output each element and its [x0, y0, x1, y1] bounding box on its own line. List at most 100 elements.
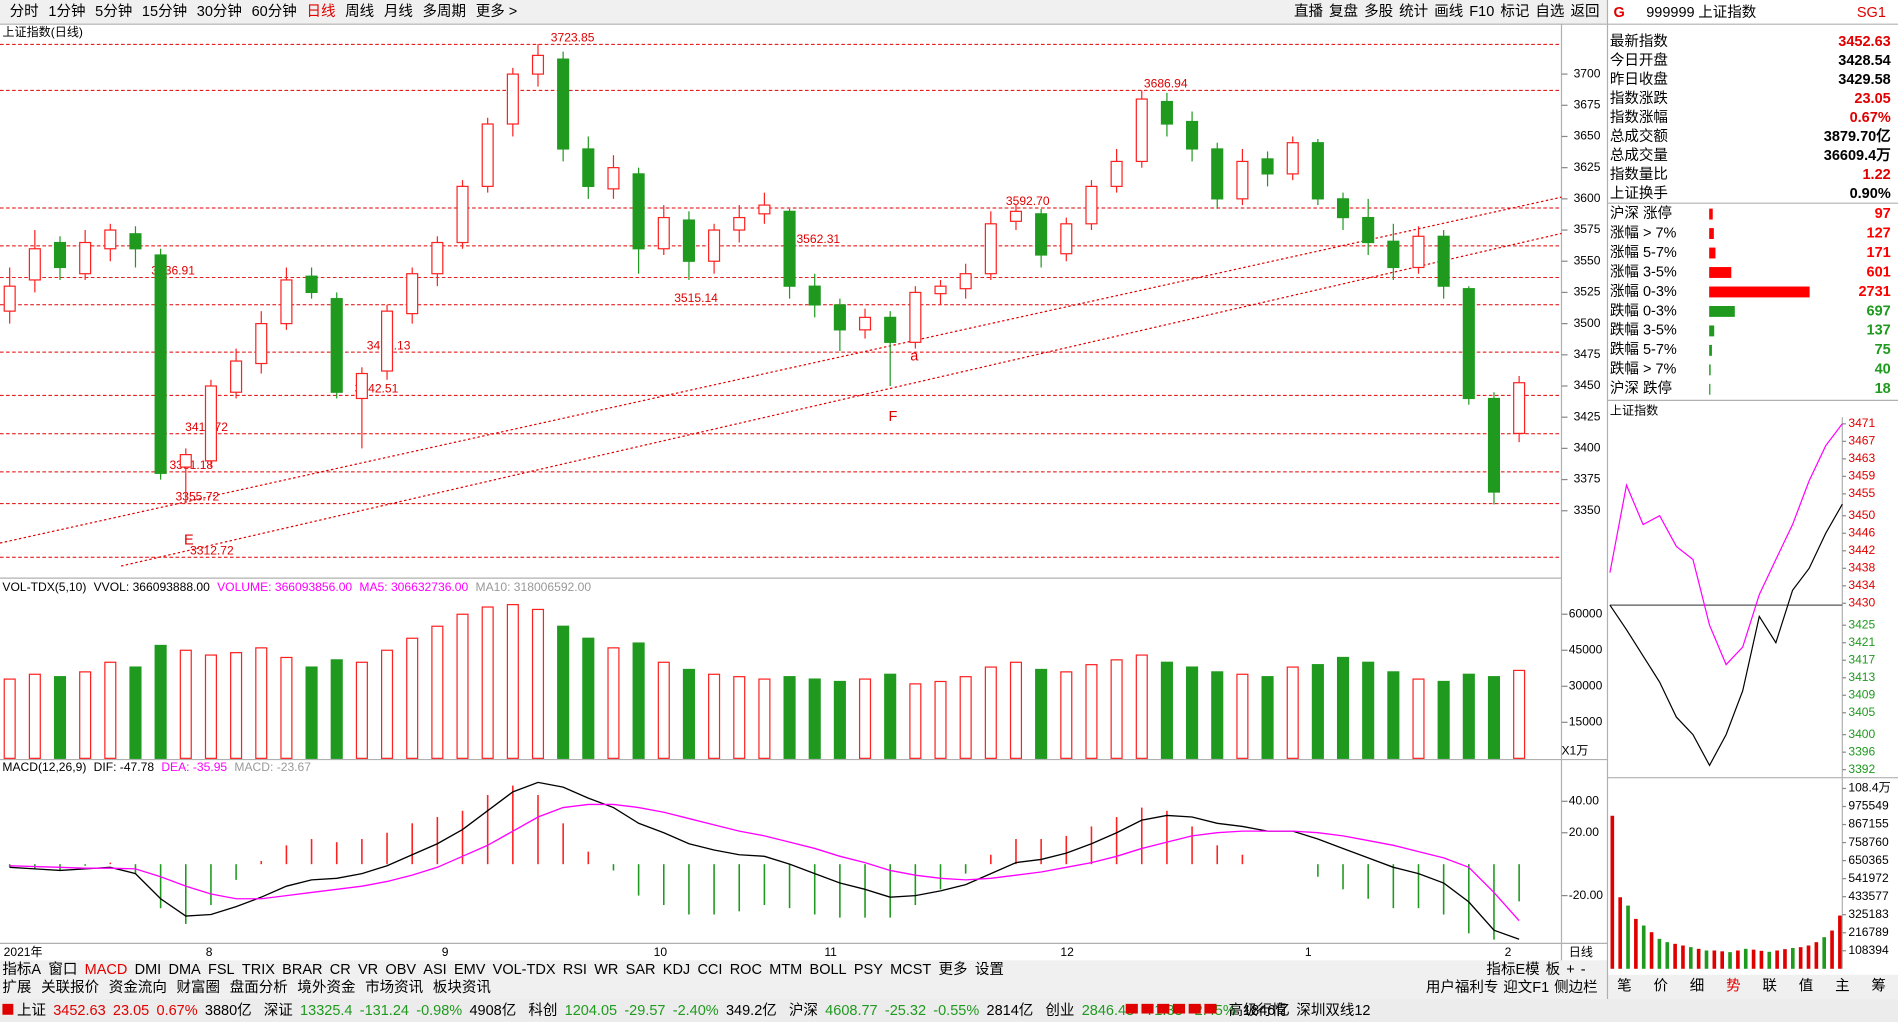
tab[interactable]: - [1581, 962, 1586, 978]
tab[interactable]: ROC [730, 962, 762, 978]
tab[interactable]: 关联报价 [41, 979, 100, 996]
volume-bar [456, 613, 469, 759]
status-item: -0.55% [933, 1003, 979, 1019]
tab[interactable]: 指标E模 [1486, 961, 1539, 978]
side-tab[interactable]: 主 [1835, 978, 1850, 995]
toolbar-item[interactable]: 日线 [306, 3, 335, 20]
tab[interactable]: MTM [769, 962, 802, 978]
tab[interactable]: 更多 [939, 961, 968, 978]
tab[interactable]: EMV [454, 962, 486, 978]
tab[interactable]: CR [330, 962, 351, 978]
level-label: 3562.31 [796, 232, 840, 246]
tab[interactable]: 迎文F1 [1503, 979, 1549, 996]
tab[interactable]: 窗口 [48, 960, 77, 978]
breadth-bar [1709, 267, 1732, 278]
status-item[interactable]: 深圳双线12 [1296, 1002, 1370, 1019]
tab[interactable]: MCST [890, 962, 931, 978]
side-tab[interactable]: 细 [1690, 978, 1705, 995]
candle-body [3, 285, 16, 312]
tab[interactable]: 设置 [975, 961, 1004, 978]
breadth-bar [1709, 325, 1715, 337]
candle-body [1462, 288, 1475, 400]
tab[interactable]: BRAR [282, 962, 322, 978]
toolbar-item[interactable]: 30分钟 [197, 3, 242, 20]
status-item: -131.24 [360, 1003, 409, 1019]
toolbar-item[interactable]: F10 [1469, 4, 1494, 20]
tab[interactable]: BOLL [810, 962, 847, 978]
toolbar-item[interactable]: 统计 [1399, 3, 1428, 20]
intraday-volume-bar [1712, 950, 1717, 969]
tab[interactable]: 境外资金 [297, 978, 356, 996]
breadth-bar [1709, 286, 1810, 298]
side-tab[interactable]: 笔 [1617, 978, 1632, 995]
intraday-volume-bar [1641, 925, 1646, 969]
status-item: 沪深 [789, 1002, 818, 1019]
side-tab[interactable]: 联 [1762, 978, 1777, 995]
tab[interactable]: KDJ [663, 962, 690, 978]
volume-bar [1336, 656, 1350, 759]
flag: G [1614, 5, 1625, 21]
toolbar-item[interactable]: 15分钟 [142, 3, 187, 20]
toolbar-item[interactable]: 周线 [345, 3, 374, 20]
tab[interactable]: DMA [168, 962, 201, 978]
y-tick-label: 650365 [1848, 853, 1889, 867]
tab[interactable]: 盘面分析 [230, 978, 288, 996]
intraday-volume-bar [1743, 948, 1748, 969]
y-tick-label: 867155 [1848, 817, 1889, 831]
tab[interactable]: TRIX [242, 962, 275, 978]
tab[interactable]: OBV [385, 962, 416, 978]
panel-header: DEA: -35.95 [161, 760, 227, 774]
toolbar-item[interactable]: 画线 [1434, 3, 1463, 20]
tab[interactable]: CCI [697, 962, 722, 978]
tab[interactable]: FSL [208, 962, 235, 978]
tab[interactable]: RSI [563, 962, 587, 978]
toolbar-item[interactable]: 多股 [1364, 3, 1393, 20]
x-tick-label: 1 [1305, 945, 1312, 959]
toolbar-item[interactable]: 标记 [1500, 3, 1529, 20]
status-item[interactable]: 高级行情 [1229, 1002, 1287, 1019]
tab[interactable]: WR [594, 962, 618, 978]
toolbar-item[interactable]: 更多 > [476, 3, 518, 20]
toolbar-item[interactable]: 直播 [1294, 3, 1324, 20]
side-tab[interactable]: 价 [1653, 979, 1668, 995]
volume-bar [733, 676, 746, 759]
toolbar-item[interactable]: 5分钟 [95, 3, 132, 20]
toolbar-item[interactable]: 分时 [10, 3, 39, 20]
tab[interactable]: VOL-TDX [493, 962, 556, 978]
toolbar-item[interactable]: 多周期 [423, 3, 467, 20]
tab[interactable]: PSY [854, 962, 883, 978]
tab[interactable]: ASI [423, 962, 446, 978]
tab[interactable]: 板 [1546, 960, 1561, 978]
toolbar-item[interactable]: 1分钟 [48, 3, 85, 20]
toolbar-item[interactable]: 自选 [1535, 3, 1564, 20]
tab[interactable]: 市场资讯 [365, 979, 424, 996]
info-label: 昨日收盘 [1610, 70, 1668, 88]
y-tick-label: 3625 [1574, 160, 1601, 174]
tab[interactable]: MACD [85, 962, 128, 978]
side-tab[interactable]: 值 [1799, 978, 1814, 995]
tab[interactable]: SAR [626, 962, 656, 978]
side-tab[interactable]: 势 [1726, 978, 1741, 995]
tab[interactable]: 财富圈 [177, 978, 221, 996]
tab[interactable]: 扩展 [2, 979, 31, 996]
side-tab[interactable]: 筹 [1871, 978, 1886, 995]
tab[interactable]: 板块资讯 [433, 978, 492, 996]
toolbar-item[interactable]: 返回 [1570, 3, 1599, 20]
tab[interactable]: 用户福利专 [1426, 979, 1499, 996]
tab[interactable]: VR [358, 962, 378, 978]
candle-body [431, 241, 444, 275]
toolbar-item[interactable]: 月线 [384, 3, 413, 20]
tab[interactable]: + [1566, 962, 1574, 978]
tab[interactable]: DMI [135, 962, 162, 978]
tab[interactable]: 侧边栏 [1554, 979, 1598, 996]
level-label: 3515.14 [674, 291, 718, 305]
info-label: 指数涨跌 [1610, 90, 1669, 107]
volume-bar [582, 637, 595, 759]
toolbar-item[interactable]: 60分钟 [252, 3, 297, 20]
tab[interactable]: 资金流向 [109, 979, 167, 996]
toolbar-item[interactable]: 复盘 [1329, 2, 1358, 20]
intraday-volume-bar [1759, 950, 1764, 969]
tab[interactable]: 指标A [2, 961, 41, 978]
